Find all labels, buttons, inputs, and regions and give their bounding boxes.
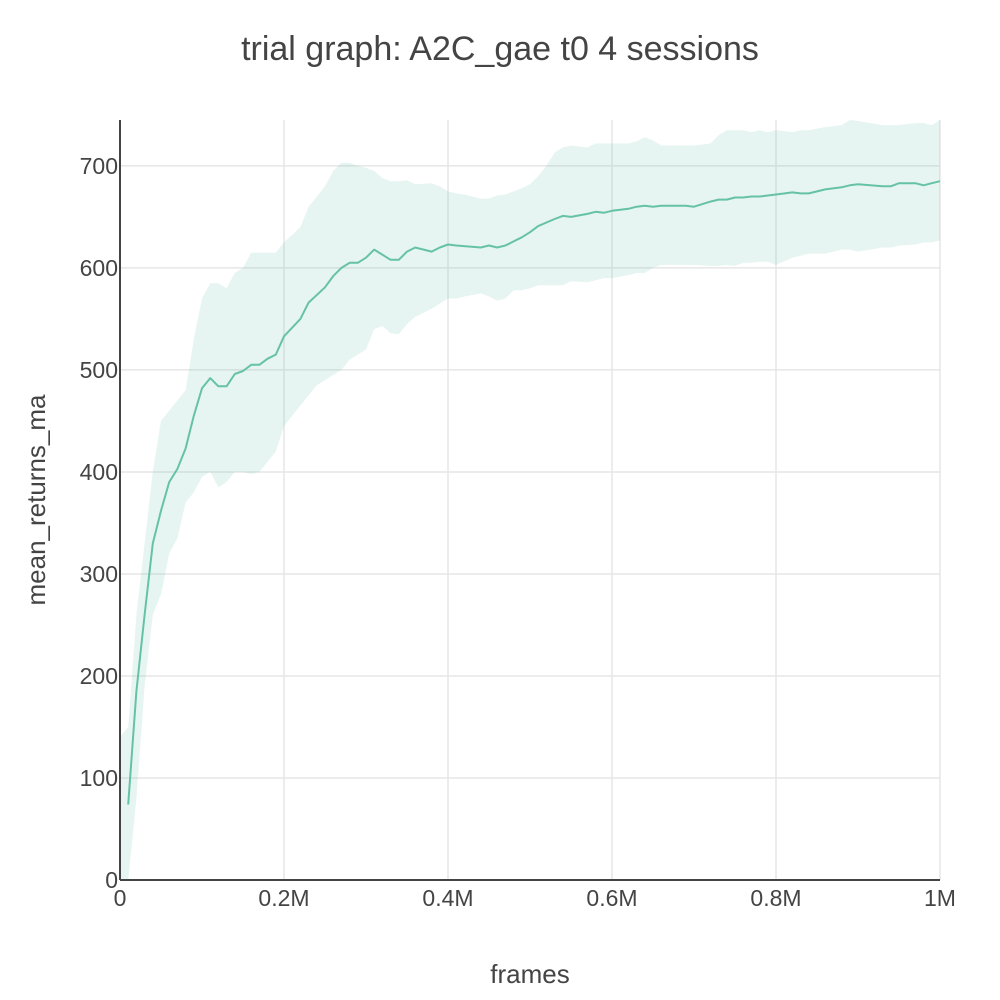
- x-axis-label: frames: [490, 959, 569, 989]
- y-tick-label: 200: [80, 663, 118, 689]
- y-tick-label: 500: [80, 357, 118, 383]
- chart-title: trial graph: A2C_gae t0 4 sessions: [241, 30, 759, 68]
- band-layer: [120, 120, 940, 880]
- x-tick-label: 0.6M: [586, 885, 637, 911]
- y-tick-label: 300: [80, 561, 118, 587]
- y-tick-label: 0: [105, 867, 118, 893]
- y-tick-label: 400: [80, 459, 118, 485]
- axis-layer: [119, 120, 940, 881]
- y-axis-label: mean_returns_ma: [21, 394, 51, 606]
- grid-layer: [120, 120, 941, 880]
- y-tick-label: 100: [80, 765, 118, 791]
- x-tick-label: 0.4M: [422, 885, 473, 911]
- tick-layer: 0 0.2M 0.4M 0.6M 0.8M 1M 0 100 200 300 400 500 600 70…: [80, 153, 956, 911]
- y-tick-label: 700: [80, 153, 118, 179]
- confidence-band: [120, 120, 940, 880]
- x-tick-label: 0: [114, 885, 127, 911]
- line-layer: [127, 180, 941, 805]
- series-line: [127, 180, 941, 805]
- x-tick-label: 0.2M: [258, 885, 309, 911]
- x-tick-label: 0.8M: [750, 885, 801, 911]
- y-tick-label: 600: [80, 255, 118, 281]
- x-tick-label: 1M: [924, 885, 956, 911]
